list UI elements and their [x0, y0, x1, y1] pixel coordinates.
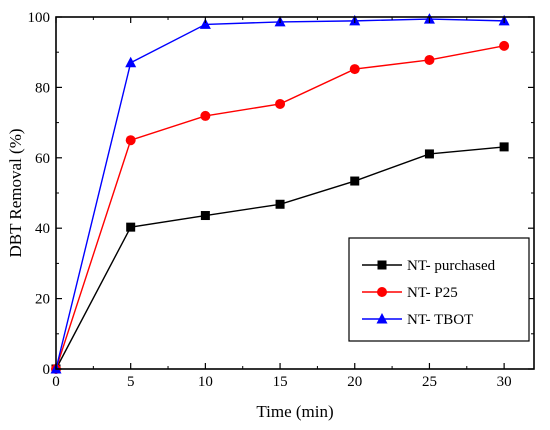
x-tick-label: 5 — [127, 374, 135, 390]
data-point — [349, 64, 360, 75]
legend-marker-3 — [376, 313, 388, 324]
tick-layer: 0 5 10 15 20 25 30 0 20 40 60 80 100 — [28, 10, 534, 390]
legend-label-2: NT- P25 — [407, 285, 458, 301]
legend-marker-1 — [377, 260, 387, 270]
legend-marker-2 — [377, 287, 387, 297]
data-point — [499, 40, 510, 51]
x-tick-label: 10 — [198, 374, 213, 390]
x-tick-label: 15 — [273, 374, 288, 390]
y-tick-label: 60 — [35, 151, 50, 167]
data-point — [499, 142, 509, 152]
y-tick-label: 80 — [35, 80, 50, 96]
y-tick-label: 20 — [35, 292, 50, 308]
data-point — [200, 110, 211, 121]
x-tick-label: 30 — [497, 374, 512, 390]
y-tick-label: 0 — [43, 362, 51, 378]
x-tick-label: 25 — [422, 374, 437, 390]
data-point — [125, 135, 136, 146]
data-point — [200, 211, 210, 221]
data-point — [125, 56, 137, 68]
legend-label-3: NT- TBOT — [407, 312, 473, 328]
data-point — [275, 199, 285, 209]
x-tick-label: 0 — [52, 374, 60, 390]
data-point — [350, 176, 360, 186]
x-tick-label: 20 — [347, 374, 362, 390]
legend: NT- purchased NT- P25 NT- TBOT — [348, 237, 530, 342]
y-tick-label: 100 — [28, 10, 51, 26]
data-point — [199, 18, 211, 29]
data-point — [126, 222, 136, 232]
y-tick-label: 40 — [35, 221, 50, 237]
x-axis-title: Time (min) — [256, 402, 333, 421]
y-axis-title: DBT Removal (%) — [6, 128, 25, 257]
data-point — [424, 149, 434, 159]
data-point — [275, 98, 286, 109]
legend-label-1: NT- purchased — [407, 258, 496, 274]
data-point — [424, 54, 435, 65]
